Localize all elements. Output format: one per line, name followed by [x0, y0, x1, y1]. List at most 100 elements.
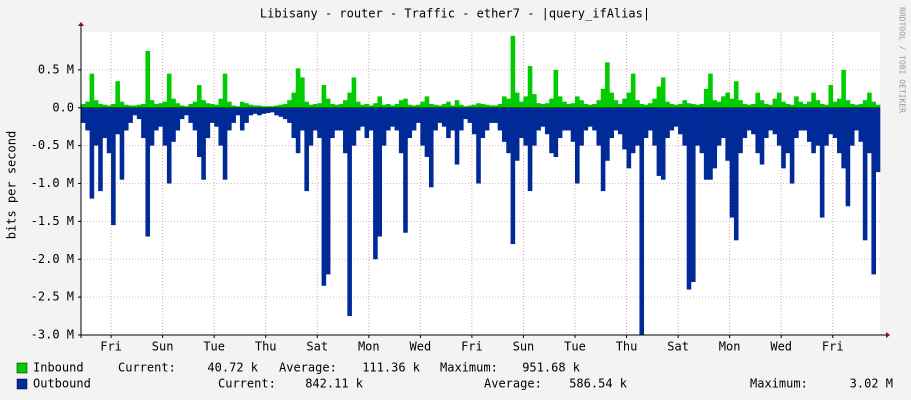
bar: [437, 105, 443, 108]
bar: [875, 107, 881, 173]
bar: [648, 107, 653, 131]
x-tick-label: Fri: [461, 340, 483, 354]
bar: [557, 96, 563, 108]
bar: [420, 107, 425, 146]
bar: [89, 73, 95, 108]
bar: [665, 107, 670, 139]
bar: [506, 98, 511, 108]
bar: [480, 103, 486, 108]
bar: [343, 100, 348, 108]
bar: [738, 100, 743, 108]
bar: [450, 105, 456, 108]
bar: [222, 73, 228, 108]
bar: [347, 92, 352, 108]
bar: [798, 101, 803, 108]
bar: [257, 105, 262, 108]
bar: [583, 107, 589, 131]
bar: [600, 107, 606, 192]
bar: [158, 107, 163, 127]
bar: [274, 107, 279, 116]
x-tick-label: Tue: [203, 340, 225, 354]
bar: [755, 107, 761, 154]
bar: [321, 107, 327, 286]
bar: [493, 105, 498, 108]
bar: [239, 107, 245, 131]
bar: [686, 107, 692, 290]
bar: [622, 107, 627, 150]
bar: [248, 107, 254, 116]
bar: [755, 92, 761, 108]
bar: [334, 107, 340, 131]
bar: [300, 107, 305, 131]
bar: [712, 107, 718, 169]
bar: [274, 105, 279, 108]
bar: [708, 107, 713, 180]
bar: [703, 107, 709, 180]
bar: [746, 107, 752, 131]
bar: [364, 107, 370, 139]
bar: [295, 107, 301, 154]
bar: [166, 73, 172, 108]
y-tick-label: -0.5 M: [31, 138, 74, 152]
bar: [209, 103, 215, 108]
bar: [871, 101, 877, 108]
bar: [484, 104, 490, 108]
bar: [351, 107, 357, 146]
bar: [132, 105, 138, 108]
bar: [566, 107, 572, 131]
bar: [501, 96, 507, 108]
bar: [338, 107, 344, 131]
bar: [471, 107, 477, 135]
legend-label: Inbound: [33, 361, 84, 375]
bar: [665, 101, 670, 108]
bar: [751, 103, 756, 108]
bar: [854, 107, 859, 131]
bar: [626, 107, 632, 169]
y-axis-arrow: [78, 22, 84, 26]
bar: [252, 107, 258, 114]
bar: [175, 107, 181, 131]
bar: [394, 107, 400, 131]
bar: [304, 107, 309, 192]
bar: [656, 86, 662, 108]
bar: [334, 104, 340, 108]
bar: [459, 107, 464, 131]
bar: [828, 107, 834, 135]
bar: [235, 106, 241, 108]
bar: [93, 100, 99, 108]
bar: [467, 107, 473, 123]
x-tick-label: Sat: [667, 340, 689, 354]
bar: [703, 88, 709, 108]
bar: [682, 107, 687, 146]
bar: [196, 85, 202, 108]
bar: [325, 107, 331, 275]
bar: [123, 107, 129, 131]
bar: [635, 100, 640, 108]
y-tick-label: -2.5 M: [31, 290, 74, 304]
bar: [227, 101, 232, 108]
bar: [205, 103, 211, 108]
bar: [424, 96, 430, 108]
bar: [321, 85, 327, 108]
bar: [652, 107, 657, 146]
bar: [446, 101, 451, 108]
bar: [175, 103, 181, 108]
bar: [832, 107, 838, 139]
bar: [154, 107, 159, 131]
bar: [450, 107, 456, 131]
bar: [824, 107, 829, 146]
bar: [463, 106, 468, 108]
bar: [196, 107, 202, 157]
bar: [115, 107, 120, 135]
bar: [214, 104, 219, 108]
bar: [824, 104, 829, 108]
x-tick-label: Wed: [770, 340, 792, 354]
bar: [527, 107, 533, 192]
bar: [119, 101, 125, 108]
y-tick-label: -1.0 M: [31, 176, 74, 190]
bar: [592, 103, 597, 108]
bar: [819, 107, 825, 218]
bar: [635, 107, 640, 146]
bar: [149, 100, 155, 108]
bar: [587, 104, 593, 108]
